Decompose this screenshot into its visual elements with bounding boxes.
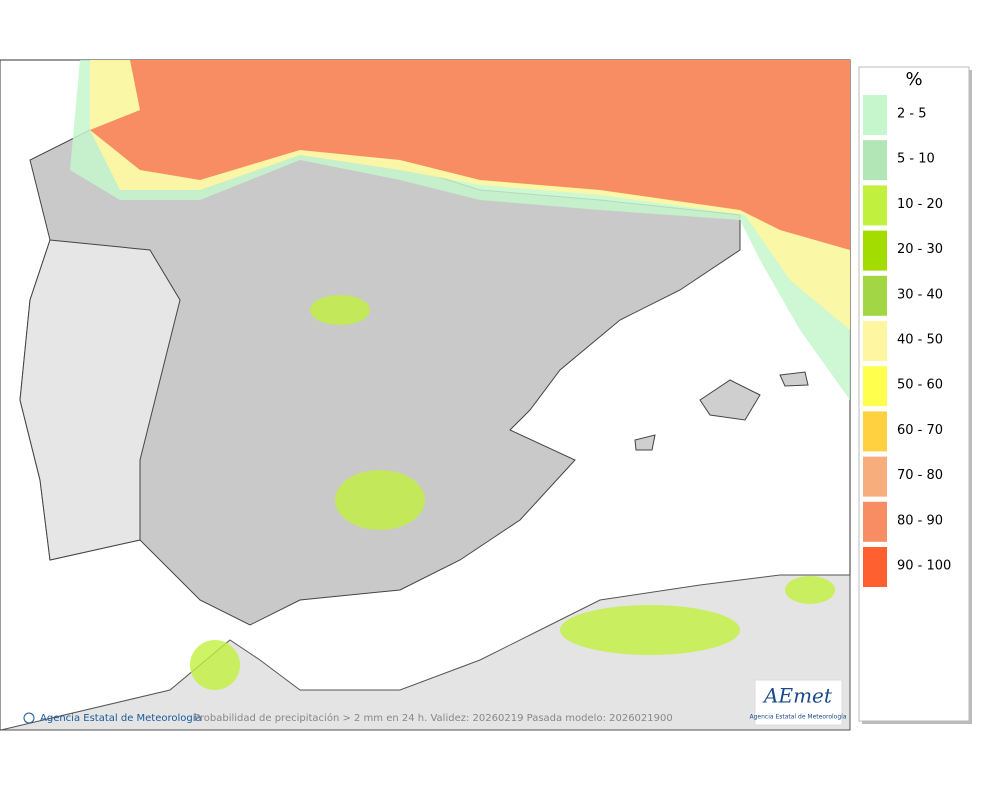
land-ibiza <box>634 434 656 451</box>
prob-field-high <box>90 60 850 250</box>
logo-subtitle: Agencia Estatal de Meteorología <box>750 714 847 721</box>
legend-swatch <box>863 456 887 497</box>
legend-label: 80 - 90 <box>897 513 943 528</box>
legend-label: 90 - 100 <box>897 559 951 574</box>
map: Agencia Estatal de Meteorología Probabil… <box>0 59 851 731</box>
legend-swatch <box>863 230 887 271</box>
logo-text: AEmet <box>762 684 833 708</box>
legend-label: 2 - 5 <box>897 107 927 122</box>
legend-label: 10 - 20 <box>897 197 943 212</box>
legend-swatch <box>863 95 887 135</box>
prob-field-center <box>310 295 370 325</box>
legend-title: % <box>905 69 922 90</box>
legend: % 2 - 5 5 - 10 10 - 20 20 - 30 30 - 40 40 - 5… <box>858 66 972 724</box>
logo-box <box>754 679 843 726</box>
map-caption: Probabilidad de precipitación > 2 mm en … <box>194 712 673 724</box>
legend-label: 30 - 40 <box>897 287 943 302</box>
legend-swatch <box>863 185 887 226</box>
legend-label: 70 - 80 <box>897 468 943 483</box>
legend-swatch <box>863 501 887 542</box>
legend-label: 60 - 70 <box>897 423 943 438</box>
legend-label: 20 - 30 <box>897 242 943 257</box>
land-mallorca <box>699 379 761 421</box>
land-menorca <box>779 371 809 387</box>
map-credit: Agencia Estatal de Meteorología <box>40 712 202 724</box>
legend-swatch <box>863 547 887 587</box>
legend-swatch <box>863 321 887 361</box>
legend-swatch <box>863 140 887 181</box>
prob-field-strait <box>190 640 240 690</box>
legend-label: 5 - 10 <box>897 152 935 167</box>
prob-field-south <box>335 470 425 530</box>
legend-label: 50 - 60 <box>897 378 943 393</box>
land-portugal <box>19 239 181 561</box>
legend-swatch <box>863 366 887 407</box>
prob-field-africa <box>560 605 740 655</box>
legend-label: 40 - 50 <box>897 333 943 348</box>
legend-swatch <box>863 411 887 452</box>
prob-field-east <box>785 576 835 604</box>
legend-swatch <box>863 275 887 316</box>
copyright-icon <box>23 712 35 724</box>
